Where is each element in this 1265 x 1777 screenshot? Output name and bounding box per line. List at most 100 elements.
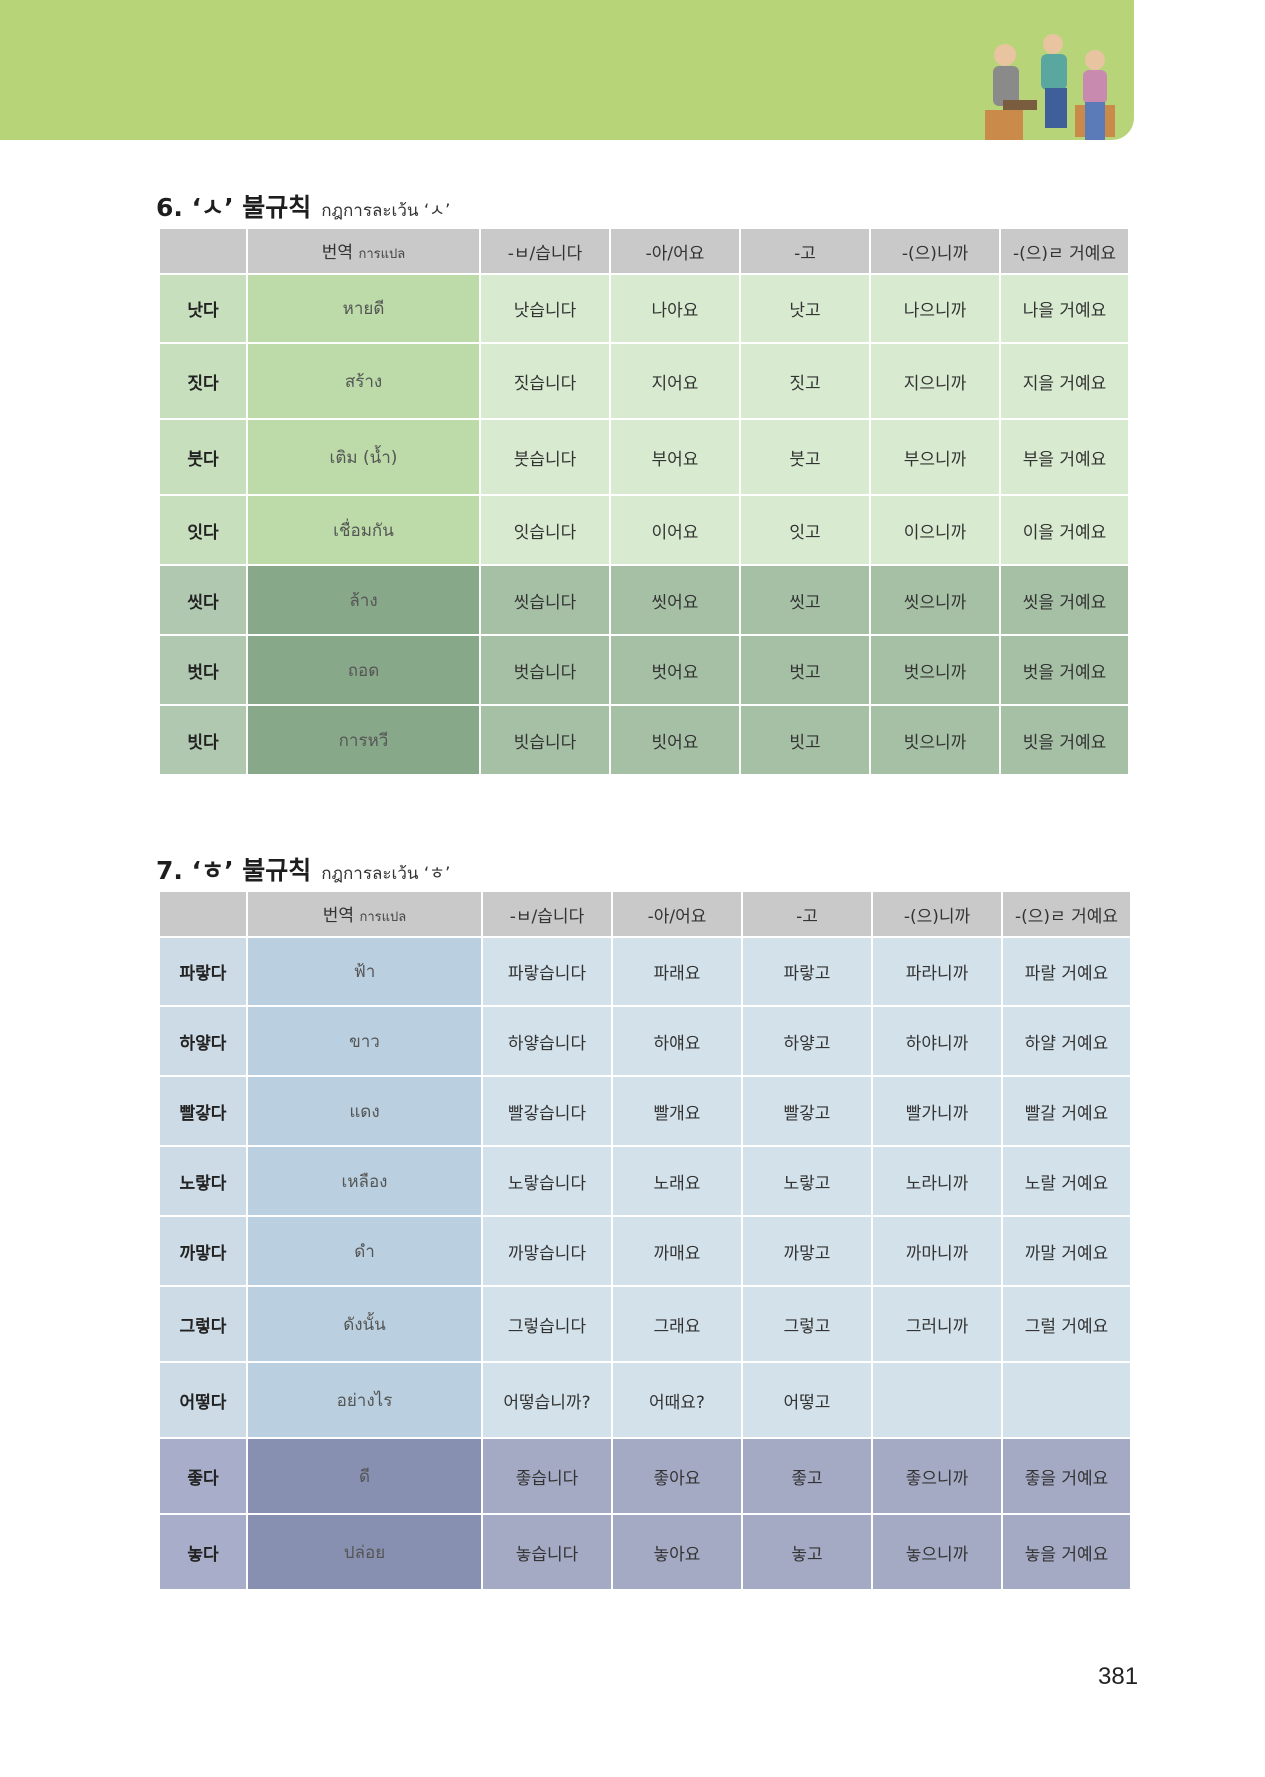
conjugation-cell: 씻어요: [611, 566, 739, 634]
conjugation-cell: 빗을 거예요: [1001, 706, 1128, 774]
conjugation-cell: 나으니까: [871, 275, 999, 342]
conjugation-cell: 까마니까: [873, 1217, 1001, 1285]
section7-table: 번역 การแปล -ㅂ/습니다 -아/어요 -고 -(으)니까 -(으)ㄹ 거…: [158, 890, 1132, 1591]
conjugation-cell: 좋으니까: [873, 1439, 1001, 1513]
conjugation-cell: 하얗습니다: [483, 1007, 611, 1075]
conjugation-cell: 벗으니까: [871, 636, 999, 704]
translation-cell: เหลือง: [248, 1147, 481, 1215]
conjugation-cell: 까맣고: [743, 1217, 871, 1285]
conjugation-cell: 그러니까: [873, 1287, 1001, 1361]
conjugation-cell: 지을 거예요: [1001, 344, 1128, 418]
conjugation-cell: 까매요: [613, 1217, 741, 1285]
translation-cell: เติม (น้ำ): [248, 420, 479, 494]
header-translation-korean: 번역: [322, 906, 355, 926]
conjugation-cell: 벗을 거예요: [1001, 636, 1128, 704]
conjugation-cell: 지어요: [611, 344, 739, 418]
header-col: -고: [743, 892, 871, 936]
conjugation-cell: 파래요: [613, 938, 741, 1005]
section6-title: 6. ‘ㅅ’ 불규칙 กฎการละเว้น ‘ㅅ’: [156, 188, 450, 224]
conjugation-cell: 하얄 거예요: [1003, 1007, 1130, 1075]
table-row: 어떻다 อย่างไร 어떻습니까? 어때요? 어떻고: [160, 1363, 1130, 1437]
table-row: 빨갛다 แดง 빨갛습니다 빨개요 빨갛고 빨가니까 빨갈 거예요: [160, 1077, 1130, 1145]
conjugation-cell: 까맣습니다: [483, 1217, 611, 1285]
table-row: 그렇다 ดังนั้น 그렇습니다 그래요 그렇고 그러니까 그럴 거예요: [160, 1287, 1130, 1361]
conjugation-cell: 벗어요: [611, 636, 739, 704]
conjugation-cell: 하얘요: [613, 1007, 741, 1075]
conjugation-cell: 부어요: [611, 420, 739, 494]
translation-cell: ดังนั้น: [248, 1287, 481, 1361]
section7-title: 7. ‘ㅎ’ 불규칙 กฎการละเว้น ‘ㅎ’: [156, 851, 450, 887]
table-row: 잇다 เชื่อมกัน 잇습니다 이어요 잇고 이으니까 이을 거예요: [160, 496, 1128, 564]
header-blank: [160, 229, 246, 273]
conjugation-cell: 노랗고: [743, 1147, 871, 1215]
translation-cell: ดี: [248, 1439, 481, 1513]
header-col: -(으)ㄹ 거예요: [1003, 892, 1130, 936]
conjugation-cell: 낫고: [741, 275, 869, 342]
conjugation-cell: [1003, 1363, 1130, 1437]
header-col: -ㅂ/습니다: [481, 229, 609, 273]
header-blank: [160, 892, 246, 936]
people-illustration: [985, 34, 1115, 140]
conjugation-cell: 좋고: [743, 1439, 871, 1513]
conjugation-cell: 어떻고: [743, 1363, 871, 1437]
verb-cell: 파랗다: [160, 938, 246, 1005]
table-row: 파랗다 ฟ้า 파랗습니다 파래요 파랗고 파라니까 파랄 거예요: [160, 938, 1130, 1005]
translation-cell: การหวี: [248, 706, 479, 774]
conjugation-cell: 벗습니다: [481, 636, 609, 704]
conjugation-cell: 이어요: [611, 496, 739, 564]
conjugation-cell: 그래요: [613, 1287, 741, 1361]
header-translation-korean: 번역: [321, 243, 354, 263]
conjugation-cell: 어때요?: [613, 1363, 741, 1437]
translation-cell: ดำ: [248, 1217, 481, 1285]
section6-title-korean: 6. ‘ㅅ’ 불규칙: [156, 193, 312, 222]
header-col: -아/어요: [611, 229, 739, 273]
conjugation-cell: 파랄 거예요: [1003, 938, 1130, 1005]
conjugation-cell: 노라니까: [873, 1147, 1001, 1215]
conjugation-cell: 붓고: [741, 420, 869, 494]
conjugation-cell: 빨갈 거예요: [1003, 1077, 1130, 1145]
translation-cell: สร้าง: [248, 344, 479, 418]
verb-cell: 씻다: [160, 566, 246, 634]
header-translation: 번역 การแปล: [248, 229, 479, 273]
table-row: 노랗다 เหลือง 노랗습니다 노래요 노랗고 노라니까 노랄 거예요: [160, 1147, 1130, 1215]
header-col: -(으)ㄹ 거예요: [1001, 229, 1128, 273]
verb-cell: 까맣다: [160, 1217, 246, 1285]
conjugation-cell: 나아요: [611, 275, 739, 342]
conjugation-cell: 좋아요: [613, 1439, 741, 1513]
conjugation-cell: 빨개요: [613, 1077, 741, 1145]
conjugation-cell: 잇습니다: [481, 496, 609, 564]
table-row: 낫다 หายดี 낫습니다 나아요 낫고 나으니까 나을 거예요: [160, 275, 1128, 342]
conjugation-cell: 빨갛고: [743, 1077, 871, 1145]
header-col: -ㅂ/습니다: [483, 892, 611, 936]
conjugation-cell: 파랗습니다: [483, 938, 611, 1005]
conjugation-cell: 씻습니다: [481, 566, 609, 634]
conjugation-cell: 빨가니까: [873, 1077, 1001, 1145]
table-row: 벗다 ถอด 벗습니다 벗어요 벗고 벗으니까 벗을 거예요: [160, 636, 1128, 704]
header-col: -(으)니까: [873, 892, 1001, 936]
conjugation-cell: 그렇습니다: [483, 1287, 611, 1361]
conjugation-cell: 하야니까: [873, 1007, 1001, 1075]
verb-cell: 짓다: [160, 344, 246, 418]
verb-cell: 그렇다: [160, 1287, 246, 1361]
verb-cell: 어떻다: [160, 1363, 246, 1437]
translation-cell: ปล่อย: [248, 1515, 481, 1589]
verb-cell: 붓다: [160, 420, 246, 494]
section6-table: 번역 การแปล -ㅂ/습니다 -아/어요 -고 -(으)니까 -(으)ㄹ 거…: [158, 227, 1130, 776]
table-row: 놓다 ปล่อย 놓습니다 놓아요 놓고 놓으니까 놓을 거예요: [160, 1515, 1130, 1589]
conjugation-cell: 잇고: [741, 496, 869, 564]
conjugation-cell: 빗어요: [611, 706, 739, 774]
verb-cell: 벗다: [160, 636, 246, 704]
conjugation-cell: 놓고: [743, 1515, 871, 1589]
section7-title-thai: กฎการละเว้น ‘ㅎ’: [321, 864, 451, 884]
verb-cell: 노랗다: [160, 1147, 246, 1215]
table-row: 붓다 เติม (น้ำ) 붓습니다 부어요 붓고 부으니까 부을 거예요: [160, 420, 1128, 494]
conjugation-cell: 나을 거예요: [1001, 275, 1128, 342]
verb-cell: 빗다: [160, 706, 246, 774]
conjugation-cell: 빗으니까: [871, 706, 999, 774]
conjugation-cell: 놓으니까: [873, 1515, 1001, 1589]
conjugation-cell: 그럴 거예요: [1003, 1287, 1130, 1361]
header-col: -고: [741, 229, 869, 273]
verb-cell: 낫다: [160, 275, 246, 342]
verb-cell: 하얗다: [160, 1007, 246, 1075]
table-row: 좋다 ดี 좋습니다 좋아요 좋고 좋으니까 좋을 거예요: [160, 1439, 1130, 1513]
